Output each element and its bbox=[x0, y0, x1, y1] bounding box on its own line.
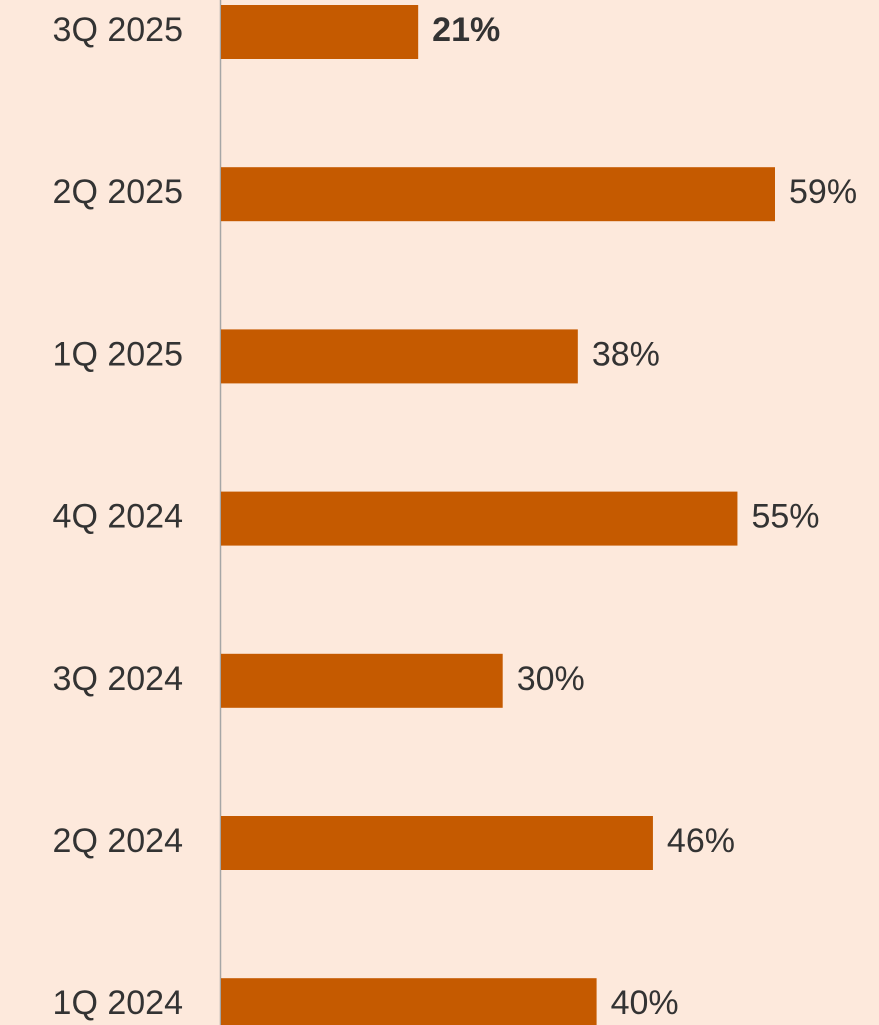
y-tick-label: 1Q 2025 bbox=[53, 335, 183, 373]
data-label: 55% bbox=[751, 498, 819, 536]
bar bbox=[221, 5, 419, 59]
data-label: 59% bbox=[789, 173, 857, 211]
y-tick-label: 2Q 2025 bbox=[53, 173, 183, 211]
y-tick-label: 3Q 2025 bbox=[53, 11, 183, 49]
bar bbox=[221, 329, 578, 384]
y-tick-label: 1Q 2024 bbox=[53, 984, 183, 1022]
y-tick-label: 4Q 2024 bbox=[53, 498, 183, 536]
data-label: 46% bbox=[667, 822, 735, 860]
data-label: 21% bbox=[432, 11, 500, 49]
data-label: 30% bbox=[517, 660, 585, 698]
bar bbox=[221, 653, 503, 708]
y-tick-label: 2Q 2024 bbox=[53, 822, 183, 860]
data-label: 38% bbox=[592, 335, 660, 373]
bar bbox=[221, 491, 738, 546]
y-tick-label: 3Q 2024 bbox=[53, 660, 183, 698]
data-label: 40% bbox=[611, 984, 679, 1022]
bar bbox=[221, 167, 775, 222]
bar bbox=[221, 978, 597, 1025]
bar bbox=[221, 816, 653, 870]
